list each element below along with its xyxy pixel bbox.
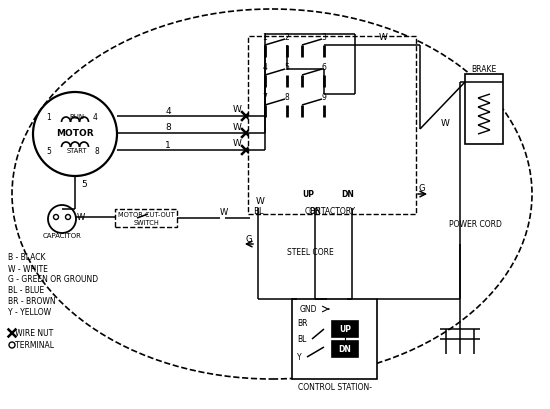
Text: W: W [233, 105, 241, 114]
Text: Y - YELLOW: Y - YELLOW [8, 308, 51, 317]
Circle shape [135, 216, 140, 221]
Text: 1: 1 [47, 112, 51, 121]
Text: 7: 7 [262, 93, 267, 102]
Text: TERMINAL: TERMINAL [8, 341, 54, 350]
Bar [248, 37, 416, 214]
Text: 5: 5 [47, 146, 52, 155]
Circle shape [317, 307, 322, 312]
Text: 4: 4 [92, 112, 97, 121]
Circle shape [120, 216, 125, 221]
Circle shape [148, 216, 153, 221]
Text: W - WHITE: W - WHITE [8, 264, 48, 273]
Text: MOTOR: MOTOR [56, 129, 94, 138]
Circle shape [262, 43, 267, 48]
Text: 2: 2 [285, 34, 289, 43]
Circle shape [311, 321, 316, 326]
Bar [332, 341, 358, 357]
Circle shape [33, 93, 117, 177]
Bar [465, 75, 503, 145]
Text: BL: BL [253, 207, 263, 216]
Text: W: W [233, 139, 241, 148]
Circle shape [284, 43, 289, 48]
Circle shape [262, 103, 267, 108]
Circle shape [300, 73, 305, 78]
Text: UP: UP [339, 325, 351, 334]
Text: B - BLACK: B - BLACK [8, 253, 46, 262]
Circle shape [262, 73, 267, 78]
Circle shape [300, 103, 305, 108]
Text: 9: 9 [322, 93, 327, 102]
Text: BR - BROWN: BR - BROWN [8, 297, 56, 306]
Text: 8: 8 [285, 93, 289, 102]
Text: 4: 4 [262, 63, 267, 72]
Circle shape [53, 215, 58, 220]
Text: RUN: RUN [69, 114, 85, 120]
Circle shape [322, 103, 327, 108]
Text: START: START [67, 148, 87, 154]
Text: DN: DN [339, 345, 351, 354]
Circle shape [294, 180, 322, 209]
Text: W: W [220, 208, 228, 217]
Text: STEEL CORE: STEEL CORE [287, 248, 333, 257]
Text: CONTROL STATION-: CONTROL STATION- [298, 382, 371, 391]
Circle shape [481, 79, 487, 86]
Text: BL: BL [297, 335, 306, 344]
Text: MOTOR CUT-OUT: MOTOR CUT-OUT [118, 211, 174, 218]
Bar [115, 209, 177, 227]
Text: DN: DN [342, 190, 354, 199]
Text: UP: UP [302, 190, 314, 199]
Circle shape [305, 355, 310, 360]
Circle shape [323, 308, 327, 311]
Circle shape [300, 43, 305, 48]
Text: 6: 6 [322, 63, 327, 72]
Circle shape [162, 216, 168, 221]
Text: 3: 3 [322, 34, 327, 43]
Text: BR: BR [309, 207, 321, 216]
Text: 1: 1 [263, 34, 267, 43]
Text: W: W [441, 118, 449, 127]
Circle shape [334, 180, 362, 209]
Text: 4: 4 [165, 106, 171, 115]
Text: BRAKE: BRAKE [471, 64, 497, 73]
Bar [332, 321, 358, 337]
Text: Y: Y [297, 353, 301, 362]
Text: W: W [378, 34, 387, 43]
Text: 8: 8 [165, 123, 171, 132]
Circle shape [322, 43, 327, 48]
Text: W: W [77, 213, 85, 222]
Text: 5: 5 [81, 180, 87, 189]
Text: W: W [233, 122, 241, 131]
Text: 8: 8 [95, 146, 100, 155]
Text: CAPACITOR: CAPACITOR [42, 232, 81, 238]
Circle shape [48, 205, 76, 234]
Text: W: W [256, 197, 265, 206]
Circle shape [322, 73, 327, 78]
Circle shape [9, 342, 15, 348]
Text: G: G [419, 184, 425, 193]
Text: BR: BR [297, 319, 307, 328]
Text: G - GREEN OR GROUND: G - GREEN OR GROUND [8, 275, 98, 284]
Circle shape [310, 337, 315, 342]
Text: GND: GND [300, 305, 317, 314]
Ellipse shape [12, 10, 532, 379]
Text: SWITCH: SWITCH [133, 220, 159, 225]
Bar [292, 299, 377, 379]
Text: WIRE NUT: WIRE NUT [8, 329, 53, 338]
Circle shape [481, 133, 487, 140]
Text: G: G [246, 235, 252, 244]
Text: Y: Y [349, 207, 355, 216]
Text: 1: 1 [165, 140, 171, 149]
Circle shape [65, 215, 70, 220]
Circle shape [284, 103, 289, 108]
Circle shape [284, 73, 289, 78]
Text: 5: 5 [284, 63, 289, 72]
Text: POWER CORD: POWER CORD [449, 220, 502, 229]
Text: CONTACTOR: CONTACTOR [305, 207, 351, 216]
Text: BL - BLUE: BL - BLUE [8, 286, 44, 295]
Text: UP: UP [339, 325, 351, 334]
